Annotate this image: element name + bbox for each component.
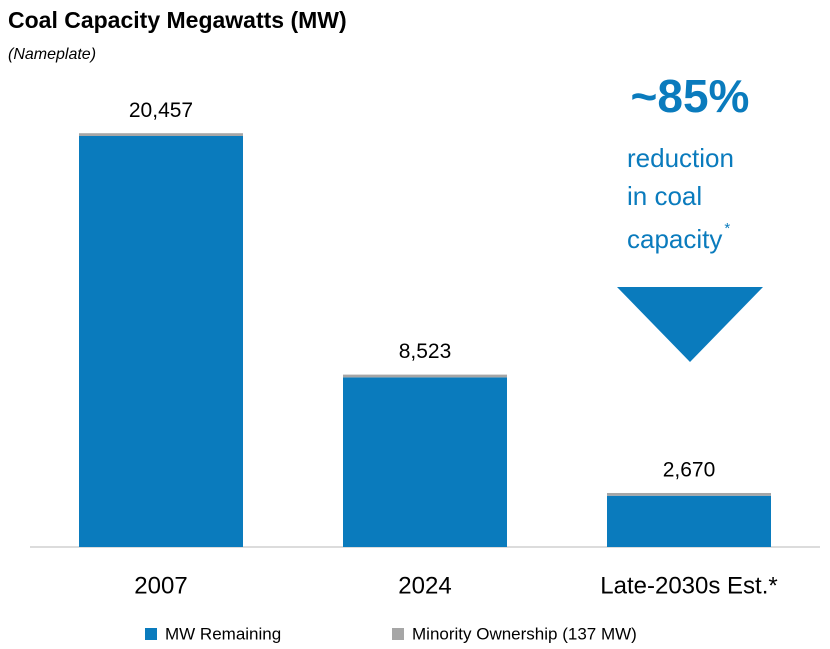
legend-swatch [392,628,404,640]
bar-segment [79,135,243,547]
total-label: 20,457 [129,99,193,122]
bar-segment [79,133,243,136]
chart-subtitle: (Nameplate) [8,46,96,63]
bar-segment [607,492,771,496]
legend-label: Minority Ownership (137 MW) [412,624,637,643]
bar-segment [607,495,771,547]
annotation-line: capacity [627,224,722,254]
x-tick-label: Late-2030s Est.* [600,572,777,599]
total-label: 2,670 [663,459,716,482]
annotation-line: in coal [627,181,702,211]
annotation-footnote: * [724,220,730,237]
annotation-line: reduction [627,143,734,173]
down-arrow [617,287,763,362]
legend-swatch [145,628,157,640]
chart-title: Coal Capacity Megawatts (MW) [8,7,347,33]
bar-segment [343,374,507,378]
total-label: 8,523 [399,340,452,363]
annotation-headline: ~85% [631,70,750,122]
x-tick-label: 2007 [134,572,187,599]
legend-label: MW Remaining [165,624,281,643]
bar-segment [343,377,507,547]
x-tick-label: 2024 [398,572,451,599]
